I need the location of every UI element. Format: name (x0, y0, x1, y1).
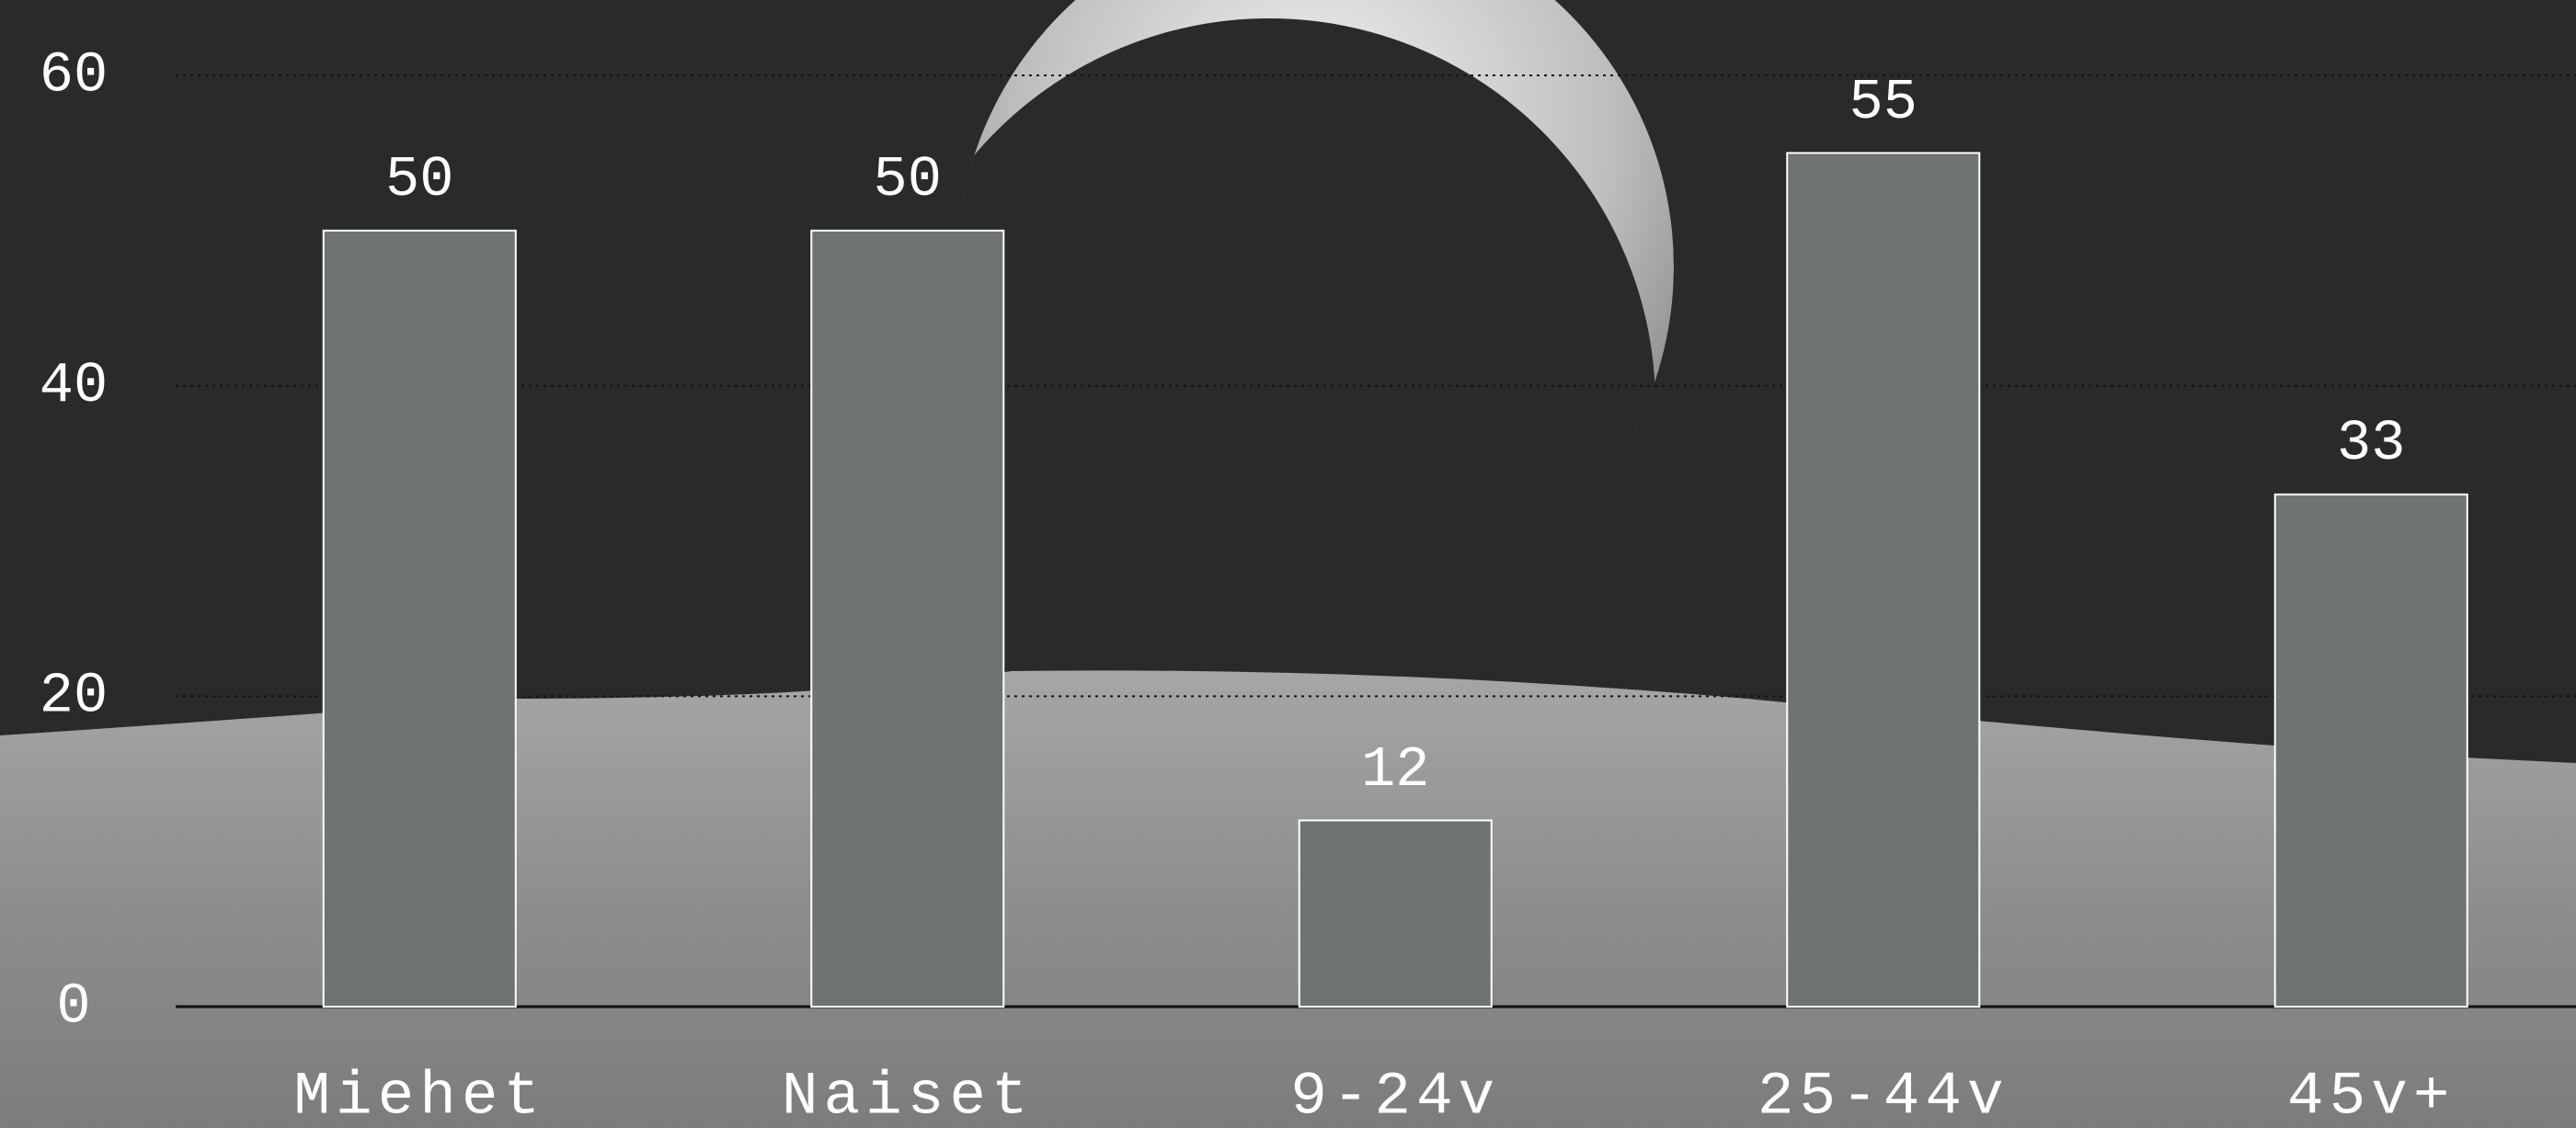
bar (1298, 819, 1493, 1008)
value-label: 50 (874, 147, 942, 212)
y-tick-label: 60 (40, 42, 108, 108)
axes: 0 20 40 60 Miehet 50 Naiset 50 9-24v 12 25-44v 55 45… (40, 42, 2576, 1128)
x-tick-label: Naiset (782, 1062, 1034, 1128)
value-label: 50 (385, 147, 453, 212)
bar (810, 229, 1005, 1008)
value-label: 55 (1849, 70, 1918, 135)
y-tick-label: 20 (40, 664, 108, 729)
x-tick-label: 45v+ (2287, 1062, 2455, 1128)
value-label: 12 (1361, 737, 1429, 803)
x-tick-label: 25-44v (1757, 1062, 2009, 1128)
bar (1786, 152, 1981, 1008)
bar (322, 229, 517, 1008)
y-tick-label: 40 (40, 353, 108, 418)
x-tick-label: 9-24v (1290, 1062, 1500, 1128)
bar (2273, 493, 2468, 1008)
y-tick-label: 0 (56, 974, 90, 1039)
x-tick-label: Miehet (293, 1062, 545, 1128)
value-label: 33 (2337, 411, 2405, 476)
